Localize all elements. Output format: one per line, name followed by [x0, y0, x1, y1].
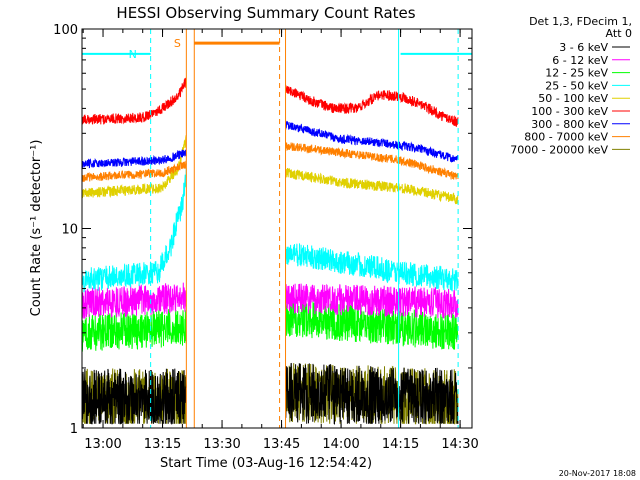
series-line-12-25-kev-seg1: [81, 309, 187, 352]
series-line-50-100-kev-seg2: [285, 167, 459, 205]
x-tick-label-1: 13:00: [84, 437, 121, 452]
x-tick-label-4: 13:45: [263, 437, 300, 452]
series-line-25-50-kev-seg2: [285, 243, 459, 292]
y-axis-label: Count Rate (s⁻¹ detector⁻¹): [29, 140, 44, 317]
series-line-100-300-kev-seg1: [81, 77, 187, 126]
x-axis-label: Start Time (03-Aug-16 12:54:42): [160, 456, 372, 471]
series-line-800-7000-kev-seg1: [81, 160, 187, 182]
x-tick-label-3: 13:30: [203, 437, 240, 452]
legend-label-9: 7000 - 20000 keV: [510, 143, 608, 156]
y-tick-label-3: 100: [53, 23, 78, 38]
legend-label-1: 3 - 6 keV: [559, 41, 608, 54]
y-tick-label-1: 1: [70, 422, 78, 437]
series-line-3-6-kev-seg1: [81, 368, 187, 425]
flag-label-2: S: [174, 37, 181, 50]
chart-title: HESSI Observing Summary Count Rates: [116, 4, 415, 22]
legend-header-1: Det 1,3, FDecim 1,: [529, 15, 632, 28]
legend-header-2: Att 0: [606, 27, 632, 40]
legend-label-3: 12 - 25 keV: [545, 67, 608, 80]
y-tick-label-2: 10: [61, 223, 78, 238]
series-line-100-300-kev-seg2: [285, 84, 459, 127]
series-line-6-12-kev-seg2: [285, 283, 459, 319]
plot-frame: [81, 28, 473, 429]
x-tick-label-2: 13:15: [144, 437, 181, 452]
legend-label-2: 6 - 12 keV: [552, 54, 608, 67]
legend-label-6: 100 - 300 keV: [531, 105, 608, 118]
x-tick-label-7: 14:30: [441, 437, 478, 452]
series-line-25-50-kev-seg1: [81, 168, 187, 293]
x-tick-label-5: 14:00: [322, 437, 359, 452]
series-line-50-100-kev-seg1: [81, 134, 187, 199]
legend-label-4: 25 - 50 keV: [545, 79, 608, 92]
plot-area: N S 1 10 100 13:00 13:15 13:30 13:45 14:00 14:15 14…: [53, 23, 479, 452]
series-line-300-800-kev-seg1: [81, 149, 187, 169]
legend-label-7: 300 - 800 keV: [531, 118, 608, 131]
series-line-6-12-kev-seg1: [81, 282, 187, 319]
series-line-3-6-kev-seg2: [285, 362, 459, 425]
series-line-300-800-kev-seg2: [285, 120, 459, 163]
series-line-800-7000-kev-seg2: [285, 142, 459, 180]
x-tick-label-6: 14:15: [382, 437, 419, 452]
flag-label-1: N: [129, 48, 137, 61]
legend-label-8: 800 - 7000 keV: [524, 131, 608, 144]
footer-timestamp: 20-Nov-2017 18:08: [559, 469, 636, 478]
legend-label-5: 50 - 100 keV: [538, 92, 608, 105]
